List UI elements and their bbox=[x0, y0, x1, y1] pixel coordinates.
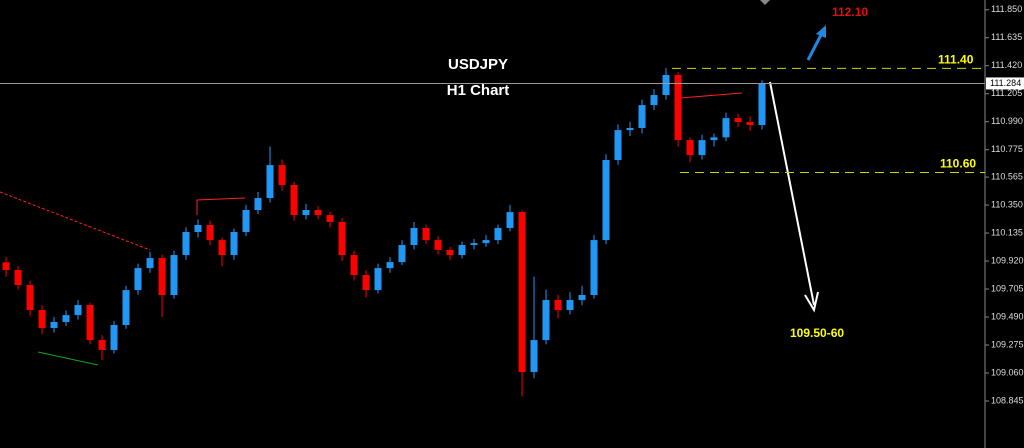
candle-body bbox=[26, 284, 34, 310]
candle-body bbox=[674, 74, 682, 141]
candle-body bbox=[146, 258, 154, 269]
candle-body bbox=[458, 245, 466, 256]
candle-body bbox=[698, 140, 706, 156]
candle-body bbox=[758, 83, 766, 125]
y-tick-label: 109.490 bbox=[991, 311, 1024, 321]
candle-body bbox=[158, 258, 166, 296]
y-tick-label: 110.565 bbox=[991, 171, 1023, 181]
y-tick-label: 110.990 bbox=[991, 116, 1023, 126]
candle-body bbox=[74, 305, 82, 316]
projection-label: 109.50-60 bbox=[790, 326, 844, 340]
candle-body bbox=[482, 240, 490, 244]
level-label: 110.60 bbox=[940, 157, 976, 171]
scroll-marker bbox=[760, 0, 770, 5]
y-tick-label: 110.775 bbox=[991, 144, 1023, 154]
chart-title: USDJPY bbox=[448, 56, 508, 73]
y-tick-label: 111.635 bbox=[991, 32, 1022, 42]
candle-body bbox=[662, 74, 670, 96]
candle-body bbox=[530, 340, 538, 372]
candle-body bbox=[374, 268, 382, 291]
candle-body bbox=[494, 227, 502, 241]
candle-body bbox=[326, 215, 334, 222]
candle-body bbox=[578, 295, 586, 300]
candle-body bbox=[242, 210, 250, 233]
candle-body bbox=[506, 212, 514, 228]
arrow-down bbox=[769, 81, 819, 313]
trend-line bbox=[679, 92, 743, 99]
candle-body bbox=[218, 240, 226, 256]
candle-body bbox=[650, 95, 658, 106]
candle-body bbox=[302, 210, 310, 216]
y-tick-label: 111.850 bbox=[991, 4, 1022, 14]
candle-body bbox=[638, 105, 646, 128]
candle-body bbox=[2, 262, 10, 271]
y-tick-label: 108.845 bbox=[991, 395, 1024, 405]
candle-body bbox=[722, 118, 730, 138]
candle-body bbox=[686, 140, 694, 156]
candle-body bbox=[734, 118, 742, 122]
y-tick-label: 110.135 bbox=[991, 227, 1023, 237]
candle-body bbox=[386, 262, 394, 269]
candle-body bbox=[350, 255, 358, 275]
candle-body bbox=[590, 240, 598, 296]
candle-body bbox=[194, 224, 202, 233]
trend-line bbox=[196, 197, 246, 215]
level-label: 111.40 bbox=[938, 53, 974, 67]
candle-body bbox=[98, 340, 106, 350]
candle-body bbox=[542, 299, 550, 341]
candle-body bbox=[290, 185, 298, 216]
candle-body bbox=[86, 305, 94, 341]
candle-body bbox=[254, 198, 262, 211]
candle-body bbox=[470, 243, 478, 246]
current-price-box bbox=[986, 77, 1024, 90]
trend-line bbox=[0, 191, 151, 251]
marks bbox=[2, 68, 766, 397]
arrow-up bbox=[806, 25, 826, 61]
candle-body bbox=[110, 324, 118, 350]
y-tick-label: 109.705 bbox=[991, 283, 1024, 293]
candle-body bbox=[170, 255, 178, 296]
candle-body bbox=[230, 232, 238, 256]
y-tick-label: 111.420 bbox=[991, 60, 1022, 70]
candle-body bbox=[182, 232, 190, 256]
chart-subtitle: H1 Chart bbox=[447, 82, 510, 99]
candle-body bbox=[206, 224, 214, 241]
candle-body bbox=[410, 227, 418, 246]
candle-body bbox=[266, 165, 274, 199]
y-tick-label: 111.205 bbox=[991, 88, 1022, 98]
candle-body bbox=[602, 160, 610, 241]
candle-body bbox=[134, 268, 142, 291]
candle-body bbox=[50, 321, 58, 328]
candle-body bbox=[14, 270, 22, 285]
y-tick-label: 109.920 bbox=[991, 255, 1024, 265]
candle-body bbox=[122, 290, 130, 325]
candle-body bbox=[278, 165, 286, 186]
y-tick-label: 109.275 bbox=[991, 339, 1024, 349]
candle-body bbox=[398, 245, 406, 263]
candle-body bbox=[746, 121, 754, 125]
y-tick-label: 109.060 bbox=[991, 367, 1024, 377]
candle-body bbox=[446, 249, 454, 256]
candle-body bbox=[434, 240, 442, 250]
candle-body bbox=[614, 130, 622, 161]
candle-body bbox=[338, 221, 346, 256]
candle-body bbox=[62, 315, 70, 322]
candle-body bbox=[626, 127, 634, 131]
target-label: 112.10 bbox=[832, 5, 868, 19]
y-tick-label: 110.350 bbox=[991, 199, 1023, 209]
trend-line bbox=[37, 351, 99, 366]
candle-body bbox=[518, 212, 526, 372]
current-price-label: 111.284 bbox=[990, 78, 1021, 88]
candle-body bbox=[566, 299, 574, 310]
candle-body bbox=[422, 227, 430, 241]
candle-body bbox=[314, 210, 322, 216]
candle-body bbox=[362, 274, 370, 291]
candle-body bbox=[38, 309, 46, 328]
candle-body bbox=[710, 137, 718, 141]
candle-body bbox=[554, 299, 562, 310]
